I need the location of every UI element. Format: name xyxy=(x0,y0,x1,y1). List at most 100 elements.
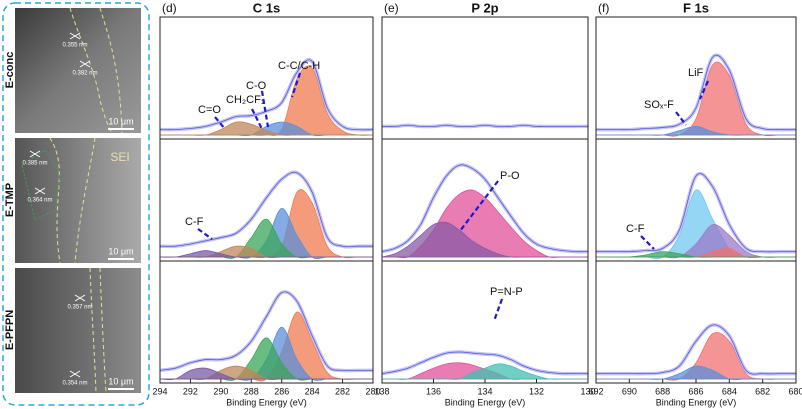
x-tick-label: 288 xyxy=(244,386,259,396)
boundary xyxy=(49,137,61,264)
fit-envelope xyxy=(160,59,373,131)
annotation: CH₂CF₂ xyxy=(226,94,265,106)
image-label: E-conc xyxy=(4,52,16,89)
x-axis-label: Binding Energy (eV) xyxy=(656,397,737,407)
boundary xyxy=(99,7,123,134)
x-tick-label: 686 xyxy=(688,386,703,396)
lattice-spacing: 0.354 nm xyxy=(62,381,87,387)
fit-envelope xyxy=(382,164,588,253)
component-peak xyxy=(160,250,373,258)
component-peak xyxy=(596,125,796,136)
x-tick-label: 130 xyxy=(580,386,595,396)
x-tick-label: 692 xyxy=(588,386,603,396)
tem-image xyxy=(15,8,141,133)
annotation-pointer xyxy=(459,180,499,232)
plot-area xyxy=(160,290,373,382)
panel: F 1s (f) SOₓ-F LiF xyxy=(595,0,797,140)
panel: P 2p (e) xyxy=(381,0,589,140)
lattice-marker xyxy=(69,32,81,40)
panel-title: C 1s xyxy=(253,0,280,15)
tem-image xyxy=(15,138,141,263)
annotation: C=O xyxy=(198,104,221,116)
region-label: SEI xyxy=(110,150,129,164)
lattice-marker xyxy=(74,294,86,302)
fit-envelope xyxy=(382,351,588,375)
lattice-marker xyxy=(69,370,81,378)
x-tick-label: 136 xyxy=(426,386,441,396)
panel: 692 690 688 686 684 682 680 Binding Energy (eV) xyxy=(588,260,802,407)
lattice-spacing: 0.357 nm xyxy=(67,305,92,311)
plot-area xyxy=(382,350,588,380)
annotation: C-F xyxy=(626,223,645,235)
annotation: C-O xyxy=(246,80,267,92)
plot-area xyxy=(596,53,796,137)
panel-letter: (e) xyxy=(384,1,399,15)
lattice-spacing: 0.385 nm xyxy=(22,161,47,167)
annotation-pointer xyxy=(290,72,302,98)
annotation-pointer xyxy=(260,90,270,128)
component-peak xyxy=(160,121,373,136)
panel-title: F 1s xyxy=(683,0,709,15)
plot-area xyxy=(596,323,796,381)
component-peak xyxy=(596,251,796,258)
x-tick-label: 282 xyxy=(335,386,350,396)
x-axis-label: Binding Energy (eV) xyxy=(445,397,526,407)
boundary xyxy=(89,267,97,394)
component-peak xyxy=(382,221,588,258)
annotation-pointer xyxy=(698,80,710,100)
fit-envelope xyxy=(596,54,796,131)
plot-area xyxy=(160,170,373,259)
panel-frame xyxy=(159,260,374,384)
annotation-pointer xyxy=(640,235,655,250)
annotation-pointer xyxy=(492,298,504,322)
fit-envelope xyxy=(596,324,796,375)
panel-title: P 2p xyxy=(471,0,498,15)
x-tick-label: 294 xyxy=(152,386,167,396)
panel-frame xyxy=(159,16,374,140)
image-label: E-PFPN xyxy=(4,310,16,350)
panel-frame xyxy=(381,16,589,140)
lattice-spacing: 0.364 nm xyxy=(27,198,52,204)
lattice-marker xyxy=(29,150,41,158)
annotation-pointer xyxy=(251,108,263,130)
lattice-marker xyxy=(79,60,91,68)
plot-area xyxy=(160,58,373,137)
panel: 138 136 134 132 130 Binding Energy (eV) P=N-P xyxy=(374,260,596,407)
boundary xyxy=(99,267,107,394)
annotation: C-C/C-H xyxy=(278,60,320,72)
x-tick-label: 286 xyxy=(274,386,289,396)
x-tick-label: 682 xyxy=(755,386,770,396)
x-tick-label: 684 xyxy=(722,386,737,396)
lattice-marker xyxy=(34,187,46,195)
x-tick-label: 292 xyxy=(183,386,198,396)
annotation: SOₓ-F xyxy=(644,99,674,111)
annotation: LiF xyxy=(688,67,704,79)
plot-area xyxy=(382,163,588,259)
annotation-pointer xyxy=(214,116,226,130)
fit-envelope xyxy=(160,291,373,372)
annotation: P=N-P xyxy=(490,286,523,298)
x-tick-label: 690 xyxy=(622,386,637,396)
x-axis-label: Binding Energy (eV) xyxy=(226,397,307,407)
x-tick-label: 284 xyxy=(305,386,320,396)
panel-letter: (f) xyxy=(598,1,609,15)
panel: P-O xyxy=(381,138,589,262)
tem-images xyxy=(15,7,141,394)
x-tick-label: 132 xyxy=(529,386,544,396)
x-tick-label: 138 xyxy=(374,386,389,396)
annotation-pointer xyxy=(197,228,213,240)
annotation: P-O xyxy=(500,170,520,182)
panel: C 1s (d) C=O CH₂CF₂ C-O C-C/C-H xyxy=(159,0,374,140)
image-label: E-TMP xyxy=(4,183,16,217)
plot-area xyxy=(596,171,796,259)
lattice-spacing: 0.355 nm xyxy=(62,43,87,49)
scale-bar-label: 10 μm xyxy=(108,246,133,256)
panel: C-F xyxy=(159,138,374,262)
fit-envelope xyxy=(382,124,588,127)
panel: C-F xyxy=(595,138,797,262)
x-tick-label: 680 xyxy=(788,386,802,396)
image-frame xyxy=(2,2,150,406)
x-tick-label: 290 xyxy=(213,386,228,396)
fit-envelope xyxy=(596,173,796,253)
panel: 294 292 290 288 286 284 282 280 Binding Energy (… xyxy=(152,260,381,407)
